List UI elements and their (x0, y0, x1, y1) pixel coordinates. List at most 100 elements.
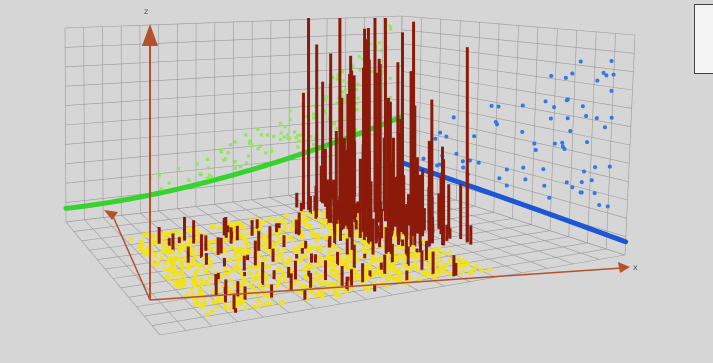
blue-point (552, 141, 557, 146)
yellow-point (245, 290, 250, 295)
green-point (233, 140, 237, 144)
red-bar (323, 148, 327, 207)
yellow-point (396, 244, 401, 249)
blue-point (601, 70, 606, 75)
yellow-point (173, 268, 178, 273)
right-grid-line (401, 71, 632, 109)
yellow-point (396, 276, 401, 281)
yellow-point (243, 237, 248, 242)
red-bar (350, 70, 354, 228)
red-bar (313, 254, 317, 263)
blue-point (504, 167, 509, 172)
yellow-point (441, 269, 446, 274)
yellow-point (275, 233, 280, 238)
red-bar (452, 255, 456, 277)
yellow-point (396, 267, 401, 272)
green-point (340, 94, 344, 99)
yellow-point (329, 272, 334, 277)
blue-point (560, 140, 565, 145)
yellow-point (179, 270, 184, 275)
yellow-point (241, 299, 246, 304)
green-point (379, 48, 383, 53)
green-point (357, 55, 361, 59)
yellow-point (427, 256, 432, 261)
yellow-point (355, 256, 360, 261)
yellow-point (468, 271, 473, 276)
red-bar (391, 175, 395, 232)
red-bar (397, 161, 401, 246)
yellow-point (355, 272, 360, 277)
right-grid-line (401, 43, 634, 72)
yellow-point (246, 231, 251, 236)
yellow-point (228, 306, 233, 311)
green-point (219, 147, 223, 152)
green-point (335, 126, 339, 131)
red-bar (324, 260, 328, 281)
red-bar (437, 193, 441, 229)
yellow-point (300, 235, 305, 240)
yellow-point (194, 297, 199, 302)
yellow-point (211, 238, 216, 243)
yellow-point (173, 279, 178, 284)
blue-point (563, 75, 568, 80)
yellow-point (210, 288, 215, 293)
blue-point (552, 105, 557, 110)
yellow-point (328, 223, 333, 228)
yellow-point (379, 272, 384, 277)
blue-point (421, 156, 426, 161)
red-bar (342, 138, 346, 224)
green-point (331, 76, 335, 80)
green-point (388, 95, 393, 100)
y-axis-line (111, 213, 151, 301)
yellow-point (338, 260, 343, 265)
yellow-point (309, 264, 314, 269)
yellow-point (258, 220, 263, 225)
red-bar (340, 97, 344, 230)
yellow-point (229, 289, 234, 294)
red-bar (400, 223, 404, 233)
yellow-point (189, 292, 194, 297)
yellow-point (294, 290, 299, 295)
red-bar (275, 223, 279, 233)
yellow-point (164, 239, 169, 244)
green-point (336, 73, 340, 77)
green-point (312, 116, 316, 120)
yellow-point (188, 244, 193, 249)
yellow-point (347, 280, 352, 285)
yellow-point (239, 224, 244, 229)
red-bar (334, 130, 338, 226)
yellow-point (332, 290, 337, 295)
yellow-point (355, 219, 360, 224)
yellow-point (305, 217, 310, 222)
yellow-point (342, 264, 347, 269)
yellow-point (143, 252, 148, 257)
red-bar (420, 250, 424, 270)
red-bar (340, 266, 344, 286)
green-point (381, 83, 385, 88)
yellow-point (329, 231, 334, 236)
yellow-point (364, 284, 369, 289)
red-bar (368, 270, 372, 277)
red-bar (261, 262, 265, 285)
yellow-point (232, 265, 237, 270)
green-point (294, 136, 298, 140)
yellow-point (240, 280, 245, 285)
red-bar (327, 238, 331, 248)
yellow-point (386, 260, 391, 265)
yellow-point (239, 285, 244, 290)
yellow-point (255, 304, 260, 309)
green-point (323, 109, 327, 113)
yellow-point (329, 249, 334, 254)
yellow-point (172, 262, 177, 267)
red-bar (365, 222, 369, 237)
blue-point (472, 134, 477, 139)
green-point (206, 176, 210, 180)
yellow-point (314, 233, 319, 238)
yellow-point (243, 306, 248, 311)
red-bar (422, 208, 426, 231)
red-bar (413, 105, 417, 247)
green-point (286, 136, 290, 141)
yellow-point (141, 233, 146, 238)
yellow-point (184, 294, 189, 299)
red-bar (272, 270, 276, 280)
